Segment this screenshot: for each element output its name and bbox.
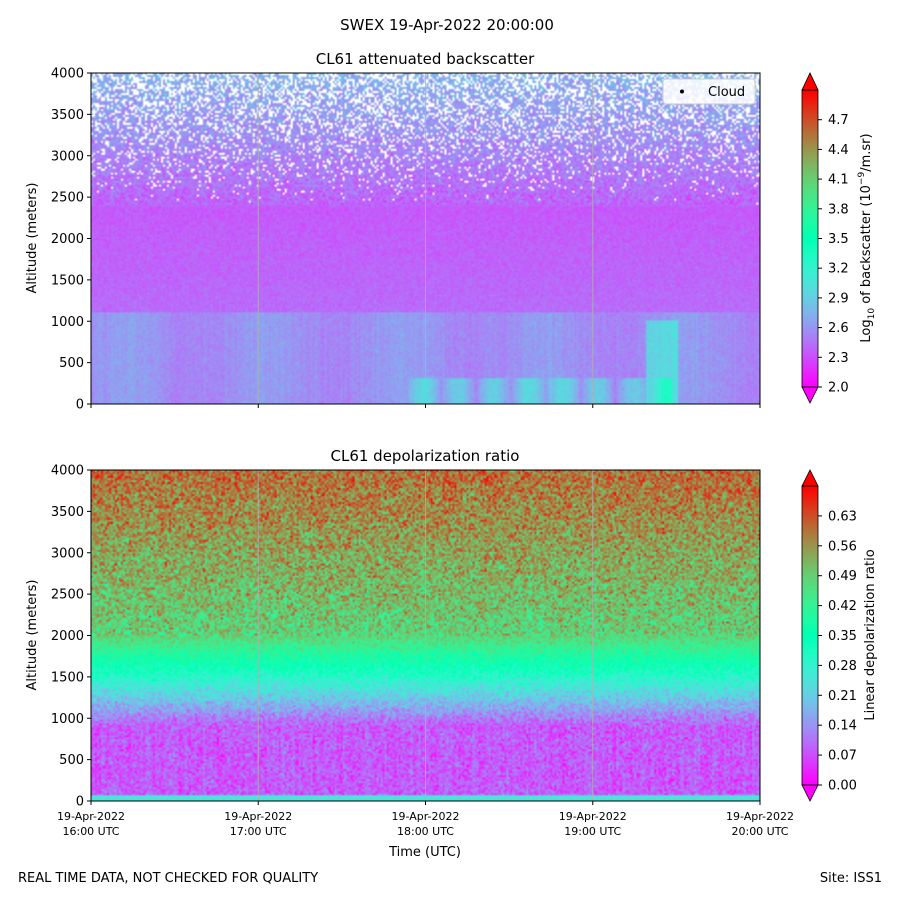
panel1-ytick-label: 3000 <box>51 149 84 164</box>
panel2-ytick-label: 1000 <box>51 712 84 727</box>
panel2-ytick-label: 2000 <box>51 629 84 644</box>
panel2-ylabel: Altitude (meters) <box>25 580 40 691</box>
panel2-colorbar-ticks: 0.00 0.07 0.14 0.21 0.28 0.35 0.42 0.49 0.56 0.63 <box>818 509 857 794</box>
panel2-xlabel: Time (UTC) <box>388 845 461 860</box>
xtick-date-label: 19-Apr-2022 <box>726 810 794 823</box>
panel2-colorbar-tick-label: 0.56 <box>828 539 857 554</box>
xtick-time-label: 20:00 UTC <box>731 825 788 838</box>
panel1-legend: Cloud <box>662 78 756 105</box>
panel2-ytick-label: 1500 <box>51 670 84 685</box>
xtick-time-label: 16:00 UTC <box>62 825 119 838</box>
panel2-colorbar-label: Linear depolarization ratio <box>863 549 878 720</box>
figure-suptitle: SWEX 19-Apr-2022 20:00:00 <box>340 16 554 34</box>
panel1-colorbar-tick-label: 3.8 <box>828 202 849 217</box>
panel2-colorbar-tick-label: 0.07 <box>828 749 857 764</box>
panel2-ytick-label: 0 <box>76 795 84 810</box>
panel2-ytick-label: 500 <box>59 753 84 768</box>
panel1-title: CL61 attenuated backscatter <box>316 50 535 68</box>
panel2-xaxis: 19-Apr-2022 16:00 UTC 19-Apr-2022 17:00 UTC… <box>57 801 794 838</box>
panel2-colorbar-tick-label: 0.49 <box>828 569 857 584</box>
panel2-yaxis: 0 500 1000 1500 2000 2500 3000 3500 4000 <box>51 464 91 810</box>
svg-text:Linear depolarization ratio: Linear depolarization ratio <box>863 549 878 720</box>
panel2-colorbar-extend-max <box>801 469 819 487</box>
svg-text:Altitude (meters): Altitude (meters) <box>25 183 40 294</box>
panel2-ytick-label: 2500 <box>51 588 84 603</box>
panel1-ytick-label: 4000 <box>51 67 84 82</box>
panel2-colorbar-extend-min <box>801 784 819 802</box>
panel1-vgrid <box>257 73 594 404</box>
xtick-date-label: 19-Apr-2022 <box>224 810 292 823</box>
panel1-xaxis <box>90 404 761 408</box>
panel1-colorbar-tick-label: 2.6 <box>828 321 849 336</box>
panel1-ytick-label: 2000 <box>51 232 84 247</box>
panel2-colorbar-tick-label: 0.42 <box>828 599 857 614</box>
cloud-legend-marker <box>680 89 684 94</box>
panel1-yaxis: 0 500 1000 1500 2000 2500 3000 3500 4000 <box>51 67 91 413</box>
panel2-ytick-label: 3000 <box>51 546 84 561</box>
xtick-time-label: 18:00 UTC <box>397 825 454 838</box>
panel1-colorbar <box>802 90 818 387</box>
xtick-time-label: 17:00 UTC <box>230 825 287 838</box>
panel2-vgrid <box>257 470 594 801</box>
svg-text:Log10 of backscatter (10−9/m.s: Log10 of backscatter (10−9/m.sr) <box>857 133 877 342</box>
cloud-legend-label: Cloud <box>708 85 745 100</box>
svg-text:Altitude (meters): Altitude (meters) <box>25 580 40 691</box>
panel1-colorbar-tick-label: 3.2 <box>828 262 849 277</box>
panel1-colorbar-tick-label: 3.5 <box>828 232 849 247</box>
xtick-date-label: 19-Apr-2022 <box>391 810 459 823</box>
panel1-ytick-label: 1500 <box>51 273 84 288</box>
panel2-colorbar-tick-label: 0.21 <box>828 689 857 704</box>
panel1-ylabel: Altitude (meters) <box>25 183 40 294</box>
panel1-colorbar-tick-label: 2.0 <box>828 381 849 396</box>
panel2-colorbar <box>802 486 818 785</box>
panel1-colorbar-tick-label: 2.3 <box>828 351 849 366</box>
footer-site: Site: ISS1 <box>820 871 882 886</box>
panel1-colorbar-tick-label: 4.7 <box>828 113 849 128</box>
panel1-ytick-label: 3500 <box>51 108 84 123</box>
panel1-ytick-label: 2500 <box>51 191 84 206</box>
panel1-ytick-label: 0 <box>76 398 84 413</box>
panel2-colorbar-tick-label: 0.14 <box>828 719 857 734</box>
panel2-ytick-label: 3500 <box>51 505 84 520</box>
panel1-colorbar-label: Log10 of backscatter (10−9/m.sr) <box>857 133 877 342</box>
xtick-date-label: 19-Apr-2022 <box>57 810 125 823</box>
panel1-colorbar-extend-max <box>801 72 819 91</box>
footer-disclaimer: REAL TIME DATA, NOT CHECKED FOR QUALITY <box>18 871 318 886</box>
panel2-title: CL61 depolarization ratio <box>331 447 520 465</box>
panel1-colorbar-extend-min <box>801 386 819 404</box>
panel1-colorbar-tick-label: 4.1 <box>828 173 849 188</box>
panel2-colorbar-tick-label: 0.63 <box>828 509 857 524</box>
panel1-ytick-label: 500 <box>59 356 84 371</box>
xtick-date-label: 19-Apr-2022 <box>559 810 627 823</box>
panel2-ytick-label: 4000 <box>51 464 84 479</box>
panel1-colorbar-tick-label: 2.9 <box>828 291 849 306</box>
panel1-ytick-label: 1000 <box>51 315 84 330</box>
panel2-colorbar-tick-label: 0.35 <box>828 629 857 644</box>
panel1-colorbar-ticks: 2.0 2.3 2.6 2.9 3.2 3.5 3.8 4.1 4.4 4.7 <box>818 113 849 396</box>
xtick-time-label: 19:00 UTC <box>564 825 621 838</box>
panel2-colorbar-tick-label: 0.00 <box>828 779 857 794</box>
panel1-colorbar-tick-label: 4.4 <box>828 143 849 158</box>
panel2-colorbar-tick-label: 0.28 <box>828 659 857 674</box>
